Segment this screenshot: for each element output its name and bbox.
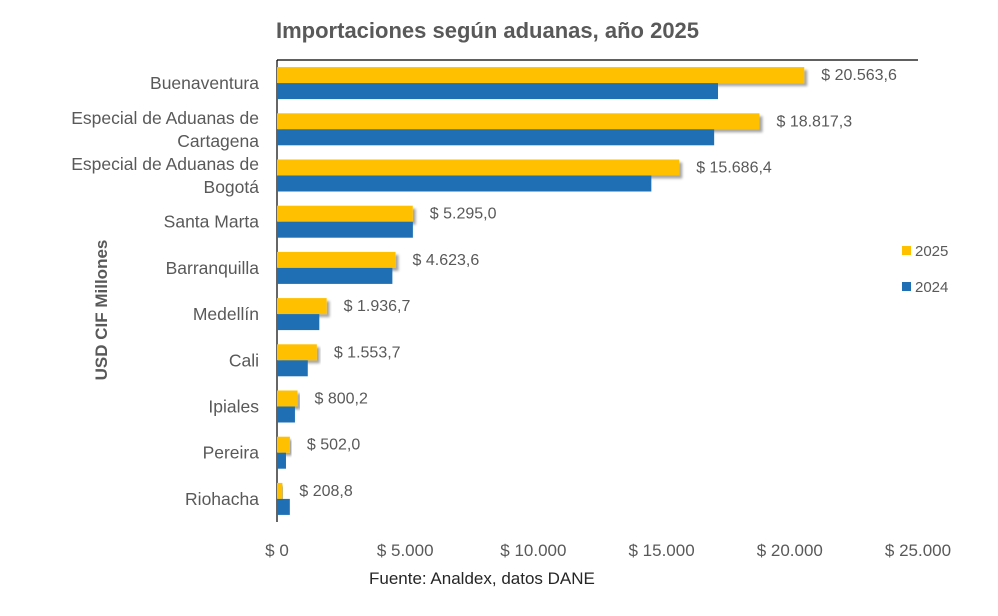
data-label-2025: $ 800,2 [315, 391, 368, 408]
legend-label-2025: 2025 [915, 243, 948, 260]
data-label-2025: $ 1.936,7 [344, 298, 411, 315]
bar-2024 [277, 498, 290, 515]
data-label-2025: $ 208,8 [299, 483, 352, 500]
chart-title: Importaciones según aduanas, año 2025 [276, 18, 700, 43]
bar-2025 [277, 67, 805, 84]
bar-2025 [277, 205, 413, 222]
category-label: Especial de Aduanas de [71, 108, 259, 128]
category-label: Ipiales [208, 397, 259, 417]
bar-2024 [277, 83, 719, 100]
x-tick-label: $ 5.000 [377, 541, 434, 560]
x-tick-label: $ 0 [265, 541, 289, 560]
bar-2024 [277, 129, 715, 146]
x-tick-label: $ 20.000 [757, 541, 823, 560]
source-note: Fuente: Analdex, datos DANE [369, 569, 595, 588]
data-label-2025: $ 15.686,4 [696, 160, 772, 177]
data-label-2025: $ 1.553,7 [334, 344, 401, 361]
data-label-2025: $ 502,0 [307, 437, 360, 454]
bar-2025 [277, 436, 290, 453]
category-label: Riohacha [185, 489, 259, 509]
bar-2025 [277, 344, 317, 361]
data-label-2025: $ 18.817,3 [776, 113, 852, 130]
category-label: Medellín [193, 304, 259, 324]
data-label-2025: $ 20.563,6 [821, 67, 897, 84]
bar-2025 [277, 159, 680, 176]
x-tick-label: $ 15.000 [629, 541, 695, 560]
category-label: Santa Marta [164, 212, 260, 232]
legend-swatch-2025 [902, 246, 911, 255]
bar-2024 [277, 221, 413, 238]
bar-2024 [277, 452, 286, 469]
bar-2025 [277, 113, 760, 130]
bar-2024 [277, 406, 295, 423]
data-label-2025: $ 5.295,0 [430, 206, 497, 223]
bar-2024 [277, 175, 652, 192]
category-label: Bogotá [204, 177, 260, 197]
bar-2025 [277, 298, 327, 315]
category-label: Barranquilla [166, 258, 260, 278]
bar-2025 [277, 251, 396, 268]
bar-2025 [277, 482, 283, 499]
x-tick-label: $ 10.000 [500, 541, 566, 560]
category-label: Pereira [203, 443, 260, 463]
legend-swatch-2024 [902, 282, 911, 291]
bar-2024 [277, 314, 320, 331]
legend-label-2024: 2024 [915, 279, 948, 296]
category-label: Buenaventura [150, 73, 259, 93]
category-label: Cali [229, 350, 259, 370]
bar-2024 [277, 267, 393, 284]
x-tick-label: $ 25.000 [885, 541, 951, 560]
bar-2024 [277, 360, 308, 377]
data-label-2025: $ 4.623,6 [413, 252, 480, 269]
category-label: Cartagena [177, 131, 259, 151]
bar-2025 [277, 390, 298, 407]
category-label: Especial de Aduanas de [71, 154, 259, 174]
